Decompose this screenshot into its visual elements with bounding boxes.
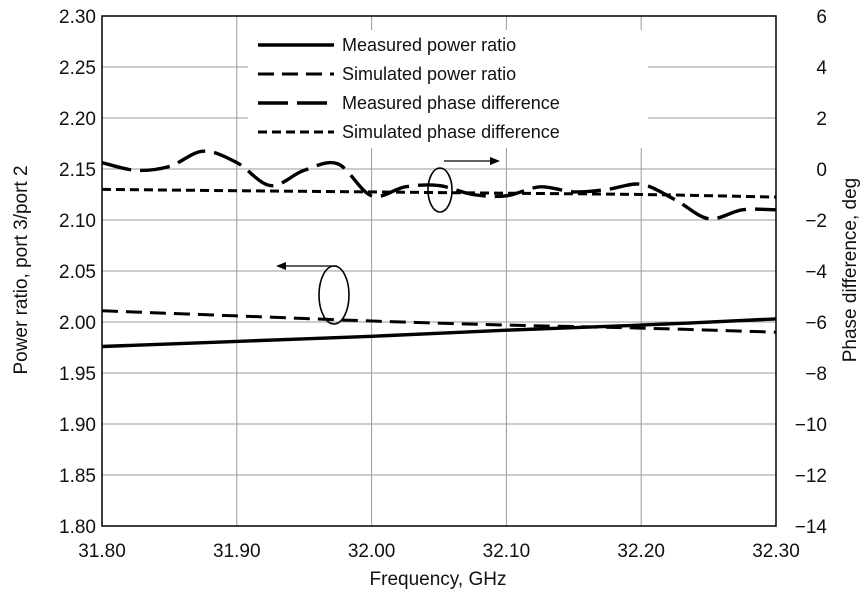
y-left-tick-label: 2.15 — [59, 160, 96, 181]
power-curve-ellipse — [318, 265, 350, 325]
y-left-tick-label: 2.30 — [59, 7, 96, 28]
y-left-tick-label: 1.80 — [59, 517, 96, 538]
legend-label: Measured power ratio — [342, 35, 516, 55]
y-right-tick-label: −2 — [805, 211, 827, 232]
x-tick-label: 32.30 — [752, 541, 800, 562]
y-left-tick-label: 1.85 — [59, 466, 96, 487]
x-axis-title: Frequency, GHz — [370, 569, 507, 590]
y-left-tick-label: 2.05 — [59, 262, 96, 283]
tick-labels: 31.80 31.90 32.00 32.10 32.20 32.30 1.80 1.85 1.… — [59, 7, 827, 562]
y-right-tick-label: 0 — [816, 160, 827, 181]
right-axis-title: Phase difference, deg — [840, 178, 861, 363]
y-left-tick-label: 1.95 — [59, 364, 96, 385]
y-right-tick-label: −8 — [805, 364, 827, 385]
y-left-tick-label: 2.20 — [59, 109, 96, 130]
series-line-simulated-phase-difference — [101, 187, 777, 199]
y-right-tick-label: −6 — [805, 313, 827, 334]
legend-label: Simulated power ratio — [342, 64, 516, 84]
x-tick-label: 32.00 — [348, 541, 396, 562]
series-line-measured-phase-difference — [101, 149, 777, 221]
x-tick-label: 31.90 — [213, 541, 261, 562]
left-axis-title: Power ratio, port 3/port 2 — [11, 165, 32, 374]
power-curve-arrowhead — [276, 262, 286, 270]
x-tick-label: 32.20 — [617, 541, 665, 562]
legend: Measured power ratio Simulated power rati… — [248, 30, 648, 148]
x-tick-label: 32.10 — [483, 541, 531, 562]
y-right-tick-label: −14 — [795, 517, 828, 538]
legend-background — [248, 30, 648, 148]
series-line-simulated-power-ratio — [101, 309, 777, 334]
y-left-tick-label: 2.10 — [59, 211, 96, 232]
y-right-tick-label: 6 — [816, 7, 827, 28]
annotations — [276, 157, 500, 325]
x-tick-label: 31.80 — [78, 541, 126, 562]
y-right-tick-label: −4 — [805, 262, 827, 283]
y-right-tick-label: 4 — [816, 58, 827, 79]
y-right-tick-label: −10 — [795, 415, 827, 436]
y-left-tick-label: 1.90 — [59, 415, 96, 436]
y-right-tick-label: −12 — [795, 466, 827, 487]
phase-curve-ellipse — [427, 167, 453, 213]
phase-curve-arrowhead — [490, 157, 500, 165]
y-left-tick-label: 2.25 — [59, 58, 96, 79]
legend-label: Simulated phase difference — [342, 122, 560, 142]
legend-label: Measured phase difference — [342, 93, 560, 113]
y-left-tick-label: 2.00 — [59, 313, 96, 334]
series-line-measured-power-ratio — [101, 317, 777, 349]
y-right-tick-label: 2 — [816, 109, 827, 130]
plot-frame — [101, 15, 777, 527]
series-group — [101, 149, 777, 349]
